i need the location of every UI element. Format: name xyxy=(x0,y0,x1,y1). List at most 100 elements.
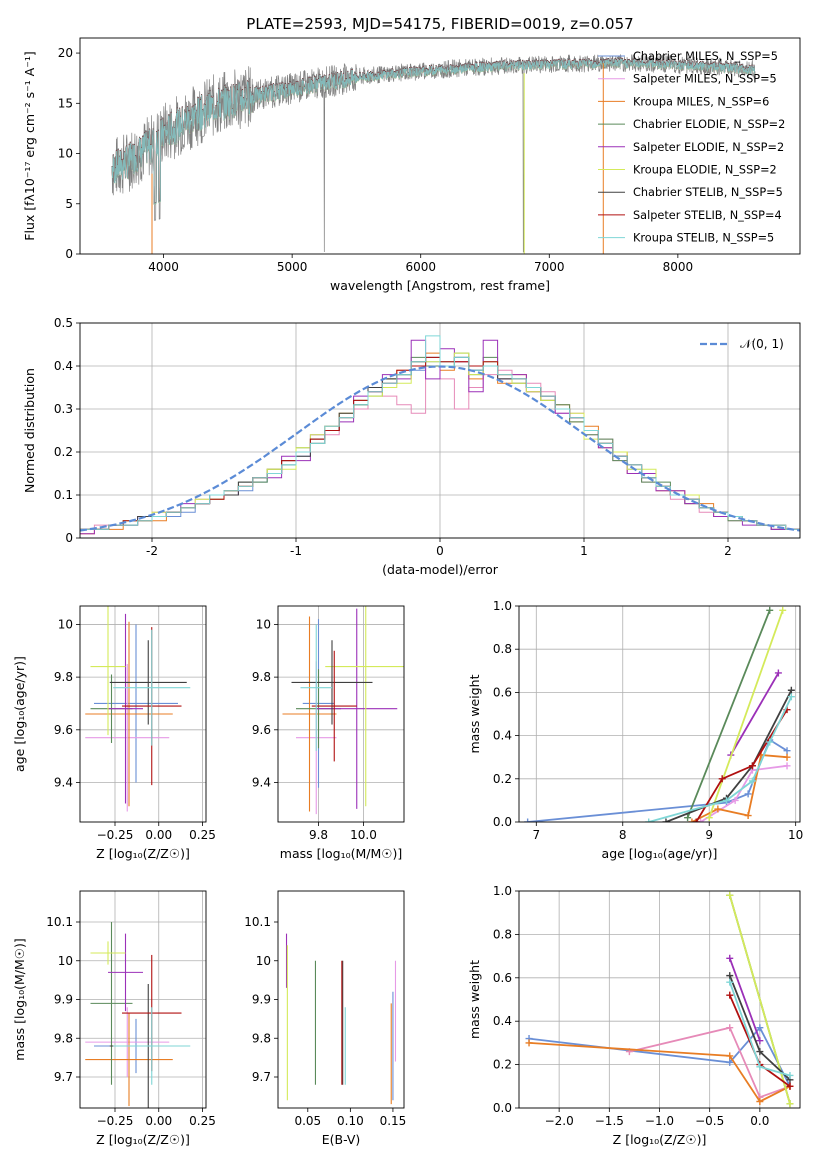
x-tick-label: 7 xyxy=(532,828,540,842)
plot-area xyxy=(85,606,191,812)
axes: 0.05 0.10 0.15 9.7 9.8 9.9 10 10.1 E(B-V) xyxy=(244,890,407,1147)
y-tick-label: 9.8 xyxy=(252,670,271,684)
x-tick-label: 6000 xyxy=(405,260,436,274)
x-tick-label: -2 xyxy=(146,544,158,558)
x-tick-label: −0.25 xyxy=(97,1114,134,1128)
spectrum-legend: Chabrier MILES, N_SSP=5 Salpeter MILES, N… xyxy=(598,50,785,245)
weight-marker xyxy=(726,1024,734,1032)
x-tick-label: −1.0 xyxy=(645,1114,674,1128)
y-axis-label: age [log₁₀(age/yr)] xyxy=(12,656,27,772)
y-tick-label: 0.8 xyxy=(493,642,512,656)
plot-area xyxy=(285,933,397,1105)
weight-marker xyxy=(645,818,653,822)
y-tick-label: 0.2 xyxy=(493,772,512,786)
y-tick-label: 0.2 xyxy=(54,445,73,459)
weight-marker xyxy=(714,805,722,813)
axes-frame xyxy=(277,890,405,1109)
weight-marker xyxy=(783,747,791,755)
age-vs-mass-panel: 9.8 10.0 9.4 9.6 9.8 10 mass [log₁₀(M/M☉)] xyxy=(252,605,405,861)
y-tick-label: 0.0 xyxy=(493,1101,512,1115)
weight-marker xyxy=(744,812,752,820)
axes-frame xyxy=(79,605,207,823)
weight-line xyxy=(695,709,788,822)
y-tick-label: 1.0 xyxy=(493,884,512,898)
weight-marker xyxy=(786,1082,794,1090)
plot-area xyxy=(111,54,756,254)
y-tick-label: 10 xyxy=(58,147,73,161)
axes-frame xyxy=(79,37,801,255)
residuals-legend: 𝒩(0, 1) xyxy=(700,337,784,351)
y-tick-label: 0.6 xyxy=(493,685,512,699)
axes-frame xyxy=(518,890,801,1109)
axes: −0.25 0.00 0.25 9.7 9.8 9.9 10 10.1 Z [log₁₀(Z/Z… xyxy=(12,890,216,1147)
y-axis-label: mass weight xyxy=(467,674,482,753)
axes-frame xyxy=(79,322,801,539)
weight-vs-Z-panel: −2.0 −1.5 −1.0 −0.5 0.0 0.0 0.2 0.4 0.6 0.8 1.0 Z [… xyxy=(467,884,801,1147)
y-axis-label: mass weight xyxy=(467,960,482,1039)
y-tick-label: 1.0 xyxy=(493,599,512,613)
plot-area xyxy=(85,922,191,1108)
y-tick-label: 9.7 xyxy=(54,1070,73,1084)
weight-marker xyxy=(748,777,756,785)
weight-marker xyxy=(718,775,726,783)
age-vs-Z-panel: −0.25 0.00 0.25 9.4 9.6 9.8 10 Z [log₁₀(Z/Z☉)] a… xyxy=(12,605,216,861)
x-tick-label: 7000 xyxy=(534,260,565,274)
weight-marker xyxy=(688,818,696,822)
y-tick-label: 15 xyxy=(58,96,73,110)
residuals-panel: -2 -1 0 1 2 0 0.1 0.2 0.3 0.4 0.5 (data-model)/erro… xyxy=(22,316,801,577)
y-tick-label: 0.4 xyxy=(54,359,73,373)
weight-line xyxy=(686,609,771,819)
x-tick-label: 0.15 xyxy=(380,1114,407,1128)
x-axis-label: age [log₁₀(age/yr)] xyxy=(602,846,718,861)
x-tick-label: −2.0 xyxy=(545,1114,574,1128)
weight-marker xyxy=(705,814,713,822)
y-tick-label: 10 xyxy=(58,954,73,968)
legend-entry: Salpeter STELIB, N_SSP=4 xyxy=(633,209,782,222)
y-tick-label: 5 xyxy=(65,197,73,211)
y-tick-label: 10 xyxy=(58,617,73,631)
weight-marker xyxy=(786,1071,794,1079)
weight-line xyxy=(665,689,793,822)
axes-frame xyxy=(277,605,405,823)
y-tick-label: 0.2 xyxy=(493,1058,512,1072)
mass-vs-ebv-panel: 0.05 0.10 0.15 9.7 9.8 9.9 10 10.1 E(B-V) xyxy=(244,890,407,1147)
weight-line xyxy=(730,672,780,756)
weight-marker xyxy=(726,972,734,980)
axes: −2.0 −1.5 −1.0 −0.5 0.0 0.0 0.2 0.4 0.6 0.8 1.0 Z [… xyxy=(467,884,801,1147)
x-axis-label: Z [log₁₀(Z/Z☉)] xyxy=(613,1132,707,1147)
weight-marker xyxy=(726,954,734,962)
weight-marker xyxy=(744,790,752,798)
weight-line xyxy=(728,895,791,1104)
weight-marker xyxy=(774,669,782,677)
weight-line xyxy=(528,1042,791,1103)
legend-entry: Salpeter ELODIE, N_SSP=2 xyxy=(633,141,784,154)
x-axis-label: E(B-V) xyxy=(322,1132,361,1147)
plot-area xyxy=(525,891,794,1108)
weight-marker xyxy=(662,818,670,822)
weight-marker xyxy=(723,796,731,804)
x-tick-label: 2 xyxy=(724,544,732,558)
weight-marker xyxy=(783,762,791,770)
y-tick-label: 0.1 xyxy=(54,488,73,502)
y-tick-label: 9.6 xyxy=(252,723,271,737)
weight-marker xyxy=(692,818,700,822)
legend-entry: Kroupa MILES, N_SSP=6 xyxy=(633,95,769,108)
weight-line xyxy=(527,738,788,822)
weight-marker xyxy=(756,1063,764,1071)
y-axis-label: Flux [fλ10⁻¹⁷ erg cm⁻² s⁻¹ A⁻¹] xyxy=(22,51,37,240)
y-tick-label: 0 xyxy=(65,531,73,545)
weight-marker xyxy=(766,606,774,614)
weight-marker xyxy=(726,891,734,899)
weight-marker xyxy=(525,1039,533,1047)
y-tick-label: 20 xyxy=(58,46,73,60)
weight-marker xyxy=(779,606,787,614)
weight-vs-age-panel: 7 8 9 10 0.0 0.2 0.4 0.6 0.8 1.0 age [log₁₀(age/yr… xyxy=(467,599,803,861)
axes-frame xyxy=(518,605,801,823)
y-tick-label: 10.1 xyxy=(46,915,73,929)
x-tick-label: −0.5 xyxy=(695,1114,724,1128)
x-tick-label: 0.00 xyxy=(145,828,172,842)
weight-marker xyxy=(786,1100,794,1108)
weight-marker xyxy=(697,818,705,822)
y-axis-label: Normed distribution xyxy=(22,368,37,493)
